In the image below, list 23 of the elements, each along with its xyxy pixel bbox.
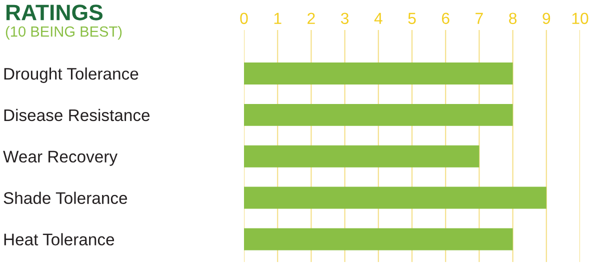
x-tick-label: 0 bbox=[240, 12, 248, 24]
x-tick-label: 6 bbox=[442, 12, 450, 24]
bar bbox=[244, 186, 546, 209]
y-tick-label: Wear Recovery bbox=[3, 150, 118, 166]
x-tick-label: 7 bbox=[476, 12, 483, 24]
bar bbox=[244, 145, 480, 168]
bar bbox=[244, 62, 513, 84]
text: (10 BEING BEST) bbox=[6, 26, 122, 40]
x-tick-label: 5 bbox=[408, 12, 416, 24]
x-tick-label: 10 bbox=[572, 12, 588, 24]
x-tick-label: 9 bbox=[542, 12, 550, 24]
x-tick-label: 2 bbox=[308, 12, 315, 24]
bar bbox=[244, 228, 513, 250]
x-tick-label: 3 bbox=[340, 12, 349, 24]
y-tick-label: Heat Tolerance bbox=[4, 233, 114, 246]
y-tick-label: Drought Tolerance bbox=[4, 67, 138, 83]
x-tick-label: 8 bbox=[509, 12, 517, 24]
x-tick-label: 4 bbox=[374, 12, 382, 24]
x-tick-label: 1 bbox=[274, 12, 282, 24]
y-tick-label: Disease Resistance bbox=[4, 108, 150, 122]
y-tick-label: Shade Tolerance bbox=[4, 192, 128, 204]
text: RATINGS bbox=[6, 4, 102, 20]
bar bbox=[244, 104, 513, 126]
